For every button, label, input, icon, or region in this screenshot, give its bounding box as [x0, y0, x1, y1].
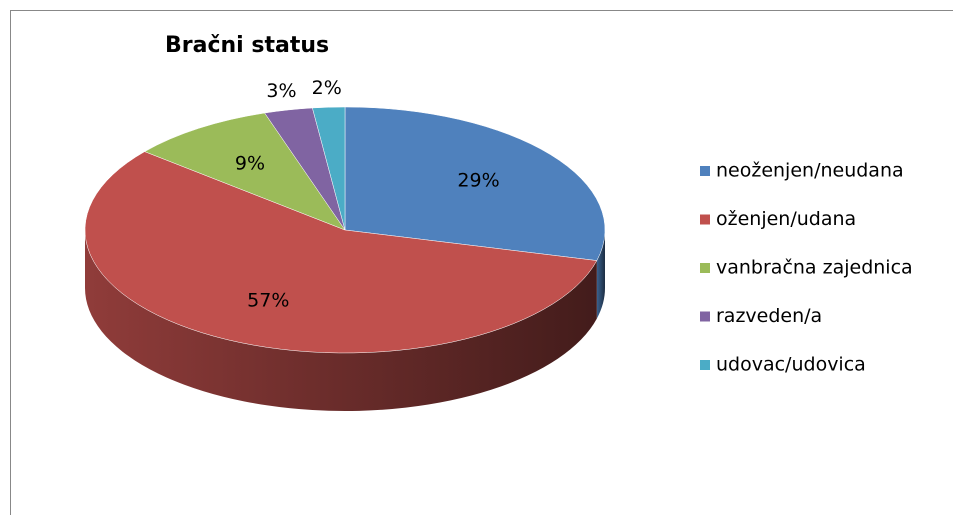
slice-side	[85, 230, 597, 412]
slice	[84, 151, 598, 354]
legend-label: udovac/udovica	[716, 354, 866, 376]
slice-side	[596, 230, 605, 319]
legend-swatch	[700, 214, 710, 225]
chart-title: Bračni status	[165, 33, 329, 58]
legend-label: oženjen/udana	[716, 208, 856, 230]
legend-swatch	[700, 166, 710, 176]
slice	[312, 106, 346, 231]
legend-label: razveden/a	[716, 305, 822, 327]
data-label: 9%	[235, 152, 265, 174]
slice	[144, 112, 346, 231]
slice	[344, 106, 606, 261]
legend-label: neoženjen/neudana	[716, 160, 904, 182]
legend-swatch	[700, 311, 710, 322]
legend-label: vanbračna zajednica	[716, 257, 913, 279]
data-label: 3%	[266, 80, 296, 102]
data-label: 29%	[457, 169, 499, 191]
legend-swatch	[700, 360, 710, 370]
data-label: 2%	[312, 77, 342, 99]
data-label: 57%	[247, 290, 289, 312]
legend-swatch	[700, 263, 710, 273]
